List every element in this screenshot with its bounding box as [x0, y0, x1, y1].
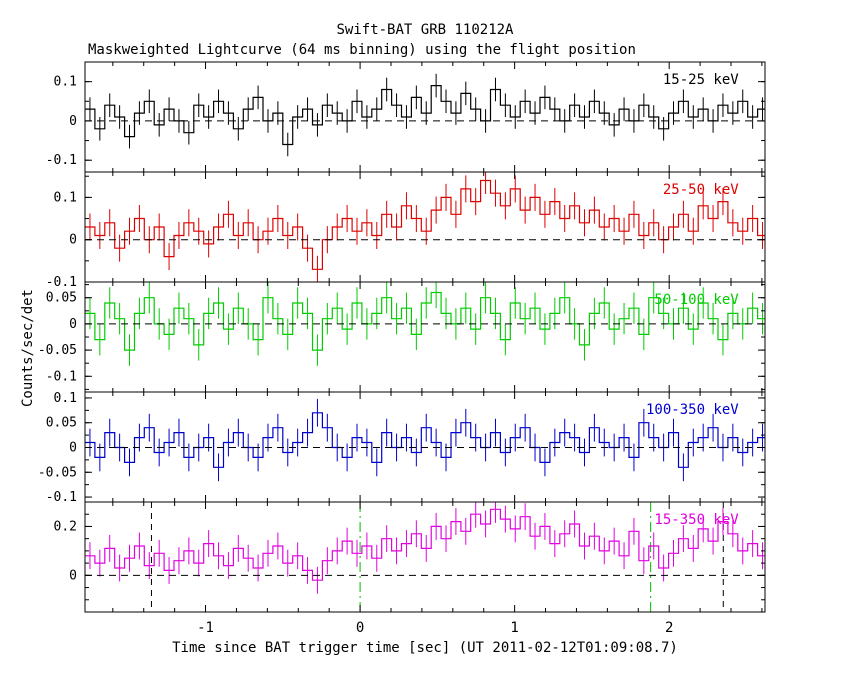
x-tick-label: 2: [665, 620, 673, 636]
energy-band-label: 15-350 keV: [654, 512, 739, 528]
lightcurve-step: [85, 508, 765, 581]
y-tick-label: -0.1: [46, 369, 77, 384]
panel-15-25: -0.1 0 0.1 15-25 keV: [46, 61, 766, 173]
y-tick-label: 0.1: [54, 190, 77, 205]
lightcurve-step: [85, 85, 765, 146]
y-tick-label: -0.1: [46, 153, 77, 168]
panel-data-15-350: [85, 502, 765, 612]
x-axis-label: Time since BAT trigger time [sec] (UT 20…: [172, 640, 678, 656]
y-tick-label: 0: [69, 114, 77, 129]
energy-band-label: 50-100 keV: [654, 292, 739, 308]
y-tick-label: 0: [69, 233, 77, 248]
plot-subtitle: Maskweighted Lightcurve (64 ms binning) …: [88, 42, 636, 58]
panel-data-50-100: [85, 282, 765, 366]
y-tick-label: 0.05: [46, 416, 77, 431]
x-tick-label: -1: [197, 620, 214, 636]
y-tick-label: -0.1: [46, 275, 77, 290]
lightcurve-step: [85, 291, 765, 351]
y-tick-label: 0: [69, 440, 77, 455]
panel-data-15-25: [85, 73, 765, 157]
y-tick-label: 0.1: [54, 75, 77, 90]
y-tick-label: 0: [69, 568, 77, 583]
x-tick-label: 1: [510, 620, 518, 636]
panel-data-25-50: [85, 172, 765, 282]
y-tick-label: 0.2: [54, 519, 77, 534]
y-tick-label: -0.05: [38, 343, 77, 358]
energy-band-label: 100-350 keV: [646, 402, 739, 418]
plot-title: Swift-BAT GRB 110212A: [336, 22, 514, 38]
energy-band-label: 15-25 keV: [663, 72, 739, 88]
lightcurve-step: [85, 179, 765, 270]
panel-50-100: -0.1 -0.05 0 0.05 50-100 keV: [38, 281, 766, 393]
y-tick-label: -0.1: [46, 490, 77, 505]
panel-frame: [84, 501, 766, 613]
y-tick-label: -0.05: [38, 465, 77, 480]
panel-15-350: 0 0.2 15-350 keV -1 0 1 2: [54, 501, 766, 636]
panel-100-350: -0.1 -0.05 0 0.05 0.1 100-350 keV: [38, 391, 766, 505]
y-tick-label: 0.1: [54, 391, 77, 406]
y-tick-label: 0.05: [46, 291, 77, 306]
energy-band-label: 25-50 keV: [663, 182, 739, 198]
lightcurve-step: [85, 412, 765, 468]
panel-25-50: -0.1 0 0.1 25-50 keV: [46, 171, 766, 290]
panel-data-100-350: [85, 398, 765, 482]
x-tick-label: 0: [356, 620, 364, 636]
y-tick-label: 0: [69, 317, 77, 332]
